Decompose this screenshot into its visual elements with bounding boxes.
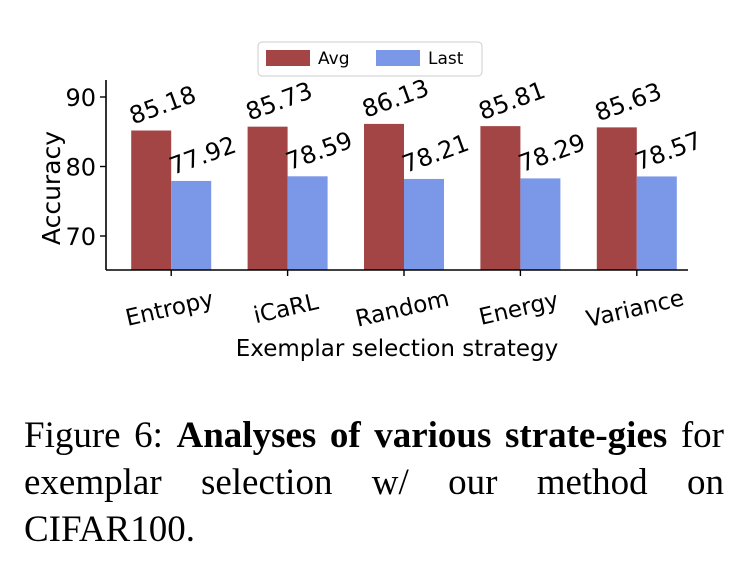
x-tick-label-entropy: Entropy	[123, 286, 216, 331]
bar-last-icarl	[287, 176, 328, 270]
y-ticks-group: 70 80 90	[65, 84, 106, 251]
bar-avg-variance	[596, 127, 637, 271]
bar-last-energy	[520, 178, 561, 270]
legend-swatch-last	[376, 50, 420, 66]
data-label-avg-random: 86.13	[358, 74, 432, 124]
caption-text: for exemplar selection w/ our method on …	[24, 415, 724, 550]
data-label-last-icarl: 78.59	[282, 126, 356, 176]
data-label-last-energy: 78.29	[515, 128, 589, 178]
legend-label-avg: Avg	[318, 49, 350, 69]
bars-group	[131, 123, 677, 271]
y-tick-label-80: 80	[65, 154, 96, 182]
bar-last-entropy	[171, 180, 212, 270]
data-label-last-variance: 78.57	[631, 126, 705, 176]
legend: Avg Last	[257, 41, 483, 77]
legend-label-last: Last	[428, 49, 464, 69]
data-label-last-random: 78.21	[398, 129, 472, 179]
bar-avg-entropy	[131, 130, 172, 270]
bar-chart: 85.1877.9285.7378.5986.1378.2185.8178.29…	[37, 41, 705, 362]
bar-last-variance	[636, 176, 677, 270]
bar-avg-energy	[480, 126, 521, 270]
x-tick-label-variance: Variance	[584, 285, 687, 333]
bar-avg-icarl	[247, 126, 288, 270]
y-tick-label-90: 90	[65, 84, 96, 112]
x-tick-label-energy: Energy	[477, 287, 561, 330]
data-label-avg-energy: 85.81	[475, 76, 549, 126]
x-ticks-group: Entropy iCaRL Random Energy Variance	[123, 270, 687, 333]
figure-caption: Figure 6: Analyses of various strate-gie…	[24, 412, 724, 553]
bar-last-random	[404, 178, 444, 270]
caption-prefix: Figure 6:	[24, 415, 177, 456]
data-label-avg-icarl: 85.73	[242, 77, 316, 127]
legend-swatch-avg	[266, 50, 310, 66]
legend-frame	[257, 41, 483, 77]
x-tick-label-icarl: iCaRL	[251, 289, 321, 329]
caption-bold: Analyses of various strate-gies	[176, 415, 668, 456]
data-label-avg-entropy: 85.18	[126, 80, 200, 130]
x-axis-label: Exemplar selection strategy	[236, 336, 558, 362]
y-tick-label-70: 70	[65, 223, 96, 251]
bar-avg-random	[364, 123, 404, 270]
data-label-avg-variance: 85.63	[591, 77, 665, 127]
x-tick-label-random: Random	[353, 286, 452, 333]
data-label-last-entropy: 77.92	[166, 131, 240, 181]
y-axis-label: Accuracy	[37, 131, 66, 245]
